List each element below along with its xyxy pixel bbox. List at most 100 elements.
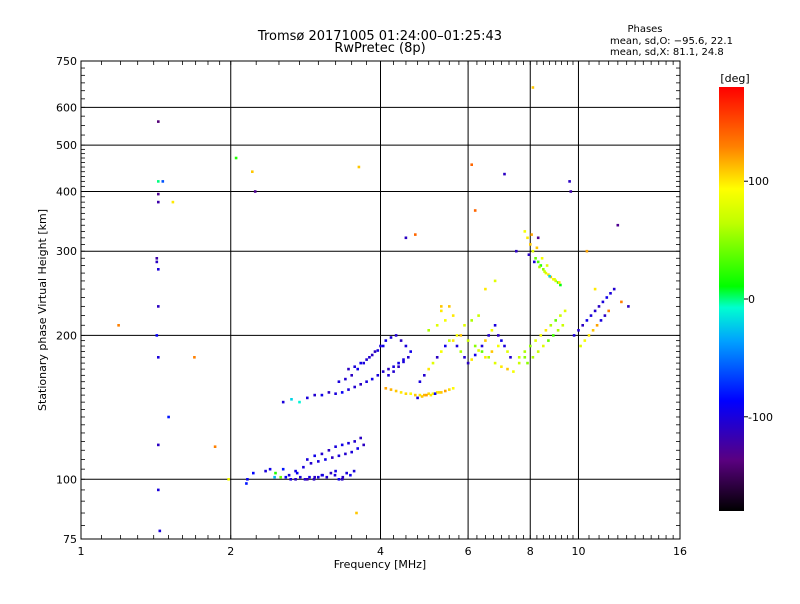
- data-point: [313, 393, 316, 397]
- data-point: [451, 339, 455, 342]
- data-point: [357, 165, 361, 169]
- data-point: [384, 339, 388, 342]
- data-point: [409, 350, 412, 353]
- data-point: [463, 356, 466, 359]
- x-tick-label: 1: [78, 545, 85, 558]
- y-tick-label: 400: [56, 185, 77, 198]
- data-point: [500, 365, 503, 368]
- data-point: [463, 324, 466, 327]
- data-point: [312, 478, 316, 481]
- data-point: [517, 356, 521, 359]
- data-point: [552, 334, 555, 337]
- data-point: [347, 367, 350, 371]
- data-point: [350, 450, 353, 454]
- data-point: [340, 391, 344, 394]
- data-point: [531, 356, 535, 359]
- data-point: [376, 349, 380, 352]
- data-point: [409, 392, 412, 395]
- data-point: [308, 475, 311, 479]
- data-point: [587, 334, 591, 337]
- data-point: [601, 300, 605, 304]
- data-point: [334, 392, 337, 395]
- data-point: [506, 350, 509, 353]
- data-point: [294, 469, 297, 473]
- data-point: [526, 361, 529, 365]
- data-point: [487, 334, 490, 337]
- data-point: [294, 478, 297, 481]
- data-point: [155, 257, 159, 260]
- data-point: [593, 287, 597, 291]
- data-point: [320, 452, 324, 456]
- data-point: [583, 339, 587, 342]
- data-point: [407, 356, 410, 359]
- data-point: [157, 268, 160, 271]
- data-point: [539, 334, 543, 337]
- data-point: [347, 388, 350, 391]
- data-point: [538, 265, 541, 269]
- data-point: [581, 324, 584, 327]
- data-point: [559, 314, 562, 317]
- colorbar-tick-label: 100: [748, 175, 769, 188]
- data-point: [167, 415, 170, 419]
- data-point: [273, 475, 276, 479]
- data-point: [117, 324, 120, 327]
- data-point: [512, 370, 515, 373]
- data-point: [313, 475, 316, 479]
- data-point: [381, 344, 385, 348]
- data-point: [281, 467, 285, 471]
- data-point: [171, 200, 175, 204]
- data-point: [477, 314, 480, 317]
- data-point: [320, 393, 324, 397]
- data-point: [365, 358, 368, 361]
- data-point: [459, 350, 463, 353]
- y-tick-label: 100: [56, 473, 77, 486]
- data-points: [117, 86, 630, 533]
- data-point: [302, 465, 305, 469]
- data-point: [157, 120, 160, 123]
- data-point: [591, 329, 595, 332]
- data-point: [362, 443, 365, 447]
- colorbar-ticks: 100 0 -100: [744, 175, 773, 424]
- y-axis-label: Stationary phase Virtual Height [km]: [36, 209, 49, 411]
- y-tick-label: 200: [56, 329, 77, 342]
- data-point: [423, 374, 426, 377]
- data-point: [155, 334, 159, 337]
- data-point: [370, 353, 374, 357]
- data-point: [353, 385, 356, 389]
- data-point: [379, 344, 382, 348]
- data-point: [359, 383, 362, 386]
- data-point: [542, 344, 545, 348]
- data-point: [394, 334, 398, 337]
- data-point: [427, 392, 430, 395]
- axis-layer: 1 2 4 6 8 10 16 75 100 200 300 400 500 600 750: [56, 55, 687, 558]
- data-point: [427, 329, 430, 332]
- phases-heading: Phases: [627, 24, 662, 35]
- data-point: [545, 264, 549, 267]
- data-point: [536, 350, 540, 353]
- data-point: [333, 473, 337, 477]
- data-point: [331, 456, 334, 459]
- data-point: [466, 339, 470, 342]
- data-point: [480, 344, 484, 348]
- data-point: [437, 391, 441, 394]
- data-point: [274, 471, 277, 475]
- data-point: [352, 469, 356, 473]
- data-point: [542, 268, 545, 271]
- data-point: [490, 329, 494, 332]
- x-tick-label: 6: [465, 545, 472, 558]
- x-tick-label: 8: [527, 545, 534, 558]
- data-point: [268, 467, 272, 471]
- data-point: [448, 339, 451, 342]
- data-point: [327, 449, 331, 452]
- x-tick-label: 2: [227, 545, 234, 558]
- data-point: [440, 350, 443, 353]
- data-point: [313, 454, 316, 458]
- data-point: [535, 246, 539, 250]
- data-point: [295, 471, 299, 475]
- data-point: [455, 334, 459, 337]
- data-point: [317, 475, 320, 479]
- data-point: [531, 86, 535, 89]
- data-point: [353, 365, 356, 368]
- data-point: [523, 356, 527, 359]
- data-point: [480, 350, 484, 353]
